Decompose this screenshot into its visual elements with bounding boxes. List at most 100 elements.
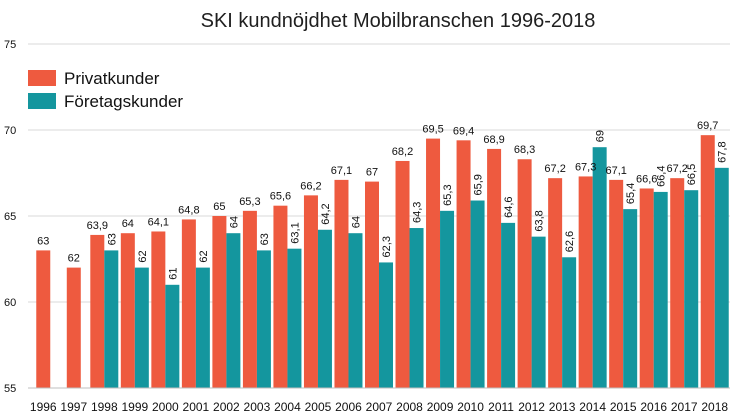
y-tick-label: 75 (4, 39, 16, 51)
bar-privatkunder-2006 (334, 179, 349, 388)
bar-foretagskunder-2015 (623, 209, 638, 388)
data-label-foretagskunder-2013: 62,6 (564, 231, 576, 252)
bar-foretagskunder-1999 (134, 267, 149, 388)
legend-label-foretagskunder: Företagskunder (64, 92, 183, 111)
bar-foretagskunder-2012 (531, 236, 546, 388)
bar-foretagskunder-2006 (348, 233, 363, 388)
data-label-privatkunder-2016: 66,6 (636, 173, 657, 185)
data-label-foretagskunder-2002: 64 (228, 216, 240, 228)
bar-privatkunder-2003 (242, 210, 257, 388)
y-tick-label: 65 (4, 211, 16, 223)
y-tick-label: 60 (4, 297, 16, 309)
data-label-privatkunder-2018: 69,7 (697, 120, 718, 132)
data-label-privatkunder-2003: 65,3 (239, 196, 260, 208)
x-tick-label: 2006 (335, 400, 362, 414)
x-tick-label: 2011 (488, 400, 514, 414)
data-label-privatkunder-2017: 67,2 (667, 163, 688, 175)
legend-label-privatkunder: Privatkunder (64, 69, 160, 88)
data-label-foretagskunder-2017: 66,5 (686, 164, 698, 185)
bar-privatkunder-2015 (609, 179, 624, 388)
bar-foretagskunder-2011 (501, 222, 516, 388)
x-tick-label: 1997 (60, 400, 87, 414)
x-tick-label: 2008 (396, 400, 423, 414)
bar-foretagskunder-2014 (592, 147, 607, 388)
bars (36, 135, 729, 388)
bar-privatkunder-2000 (151, 231, 166, 388)
bar-foretagskunder-2007 (379, 262, 393, 388)
data-label-foretagskunder-1998: 63 (106, 233, 118, 245)
bar-foretagskunder-2013 (562, 257, 577, 388)
x-tick-label: 2012 (518, 400, 545, 414)
data-label-privatkunder-2002: 65 (213, 201, 225, 213)
data-label-foretagskunder-2012: 63,8 (534, 210, 546, 231)
data-label-foretagskunder-2005: 64,2 (320, 203, 332, 224)
data-label-privatkunder-2008: 68,2 (392, 146, 413, 158)
bar-privatkunder-2014 (578, 176, 593, 388)
bar-privatkunder-1999 (120, 233, 135, 388)
bar-foretagskunder-2017 (684, 190, 699, 388)
data-label-privatkunder-2006: 67,1 (331, 165, 352, 177)
data-label-foretagskunder-2007: 62,3 (381, 236, 393, 257)
x-tick-label: 2015 (610, 400, 637, 414)
bar-foretagskunder-2000 (165, 284, 180, 388)
bar-privatkunder-2004 (273, 205, 288, 388)
bar-privatkunder-2005 (303, 195, 318, 388)
bar-privatkunder-2002 (212, 216, 227, 388)
data-label-privatkunder-1997: 62 (68, 253, 80, 265)
data-label-foretagskunder-2000: 61 (167, 268, 179, 280)
data-label-privatkunder-1998: 63,9 (87, 220, 108, 232)
data-label-privatkunder-2011: 68,9 (483, 134, 504, 146)
data-label-foretagskunder-2016: 66,4 (656, 165, 668, 186)
bar-privatkunder-1998 (90, 234, 105, 388)
data-label-foretagskunder-2001: 62 (198, 250, 210, 262)
x-tick-label: 2010 (457, 400, 484, 414)
data-label-foretagskunder-2014: 69 (595, 130, 607, 142)
bar-foretagskunder-2005 (317, 229, 332, 388)
x-tick-label: 2003 (244, 400, 271, 414)
legend-swatch-privatkunder (28, 70, 56, 86)
x-tick-label: 2005 (305, 400, 332, 414)
data-label-foretagskunder-2004: 63,1 (289, 222, 301, 243)
data-label-privatkunder-2005: 66,2 (300, 180, 321, 192)
data-label-privatkunder-2012: 68,3 (514, 144, 535, 156)
bar-foretagskunder-2018 (714, 167, 729, 388)
bar-privatkunder-2011 (487, 148, 502, 388)
bar-foretagskunder-2004 (287, 248, 302, 388)
bar-foretagskunder-2003 (256, 250, 271, 388)
data-label-privatkunder-1996: 63 (37, 235, 49, 247)
x-tick-label: 1999 (121, 400, 148, 414)
data-label-privatkunder-2004: 65,6 (270, 191, 291, 203)
bar-foretagskunder-2010 (470, 200, 485, 388)
x-tick-label: 2009 (427, 400, 454, 414)
legend-swatch-foretagskunder (28, 93, 56, 109)
bar-privatkunder-1996 (36, 250, 51, 388)
x-tick-label: 2013 (549, 400, 576, 414)
bar-privatkunder-2018 (700, 135, 715, 388)
x-tick-label: 2002 (213, 400, 240, 414)
data-label-privatkunder-2014: 67,3 (575, 161, 596, 173)
data-label-foretagskunder-2003: 63 (259, 233, 271, 245)
bar-foretagskunder-2016 (653, 191, 668, 388)
data-label-foretagskunder-2015: 65,4 (625, 183, 637, 204)
x-tick-label: 1996 (30, 400, 57, 414)
x-axis: 1996 1997 1998 1999 2000 2001 2002 2003 2004 2005… (28, 387, 730, 414)
bar-foretagskunder-2001 (195, 267, 210, 388)
bar-foretagskunder-2009 (440, 210, 455, 388)
data-label-foretagskunder-2009: 65,3 (442, 184, 454, 205)
data-label-privatkunder-1999: 64 (122, 218, 134, 230)
data-label-privatkunder-2001: 64,8 (178, 204, 199, 216)
data-label-privatkunder-2009: 69,5 (422, 124, 443, 136)
legend: Privatkunder Företagskunder (28, 69, 183, 111)
bar-privatkunder-2016 (639, 188, 654, 388)
bar-privatkunder-2012 (517, 159, 532, 388)
x-tick-label: 2014 (579, 400, 606, 414)
data-label-privatkunder-2007: 67 (366, 167, 378, 179)
x-tick-label: 2007 (366, 400, 393, 414)
bar-privatkunder-2001 (181, 219, 196, 388)
data-label-privatkunder-2013: 67,2 (544, 163, 565, 175)
data-label-foretagskunder-1999: 62 (137, 250, 149, 262)
data-labels: 636263,963646264,16164,862656465,36365,6… (37, 120, 729, 280)
bar-privatkunder-1997 (66, 267, 81, 388)
